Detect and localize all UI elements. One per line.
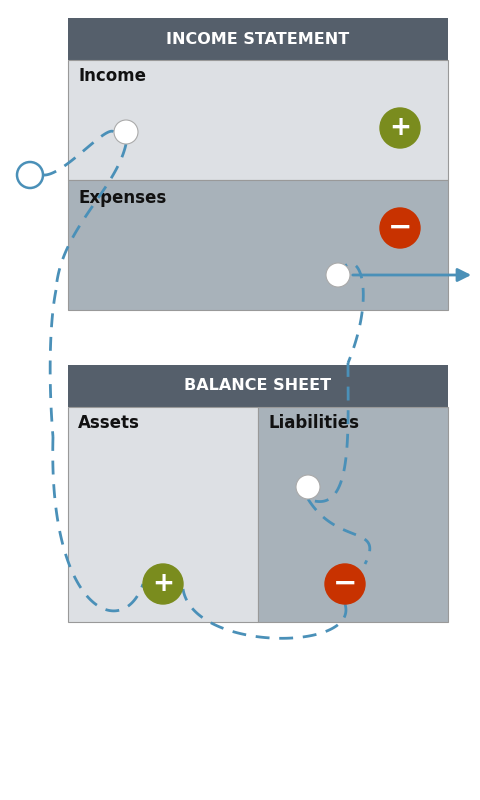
Text: −: − [333, 570, 357, 598]
Circle shape [326, 263, 350, 287]
Text: −: − [388, 214, 412, 242]
Circle shape [380, 108, 420, 148]
Bar [68, 180, 448, 310]
Circle shape [114, 120, 138, 144]
Text: Expenses: Expenses [78, 189, 166, 207]
Bar [68, 365, 448, 407]
Text: INCOME STATEMENT: INCOME STATEMENT [167, 31, 349, 46]
Text: BALANCE SHEET: BALANCE SHEET [184, 378, 332, 394]
Circle shape [380, 208, 420, 248]
Text: +: + [389, 115, 411, 141]
Circle shape [143, 564, 183, 604]
Bar [258, 407, 448, 622]
Text: Income: Income [78, 67, 146, 85]
Text: Assets: Assets [78, 414, 140, 432]
Circle shape [325, 564, 365, 604]
Bar [68, 407, 258, 622]
Text: Liabilities: Liabilities [268, 414, 359, 432]
Bar [68, 18, 448, 60]
Circle shape [296, 475, 320, 499]
Bar [68, 60, 448, 180]
Circle shape [17, 162, 43, 188]
Text: +: + [152, 571, 174, 597]
